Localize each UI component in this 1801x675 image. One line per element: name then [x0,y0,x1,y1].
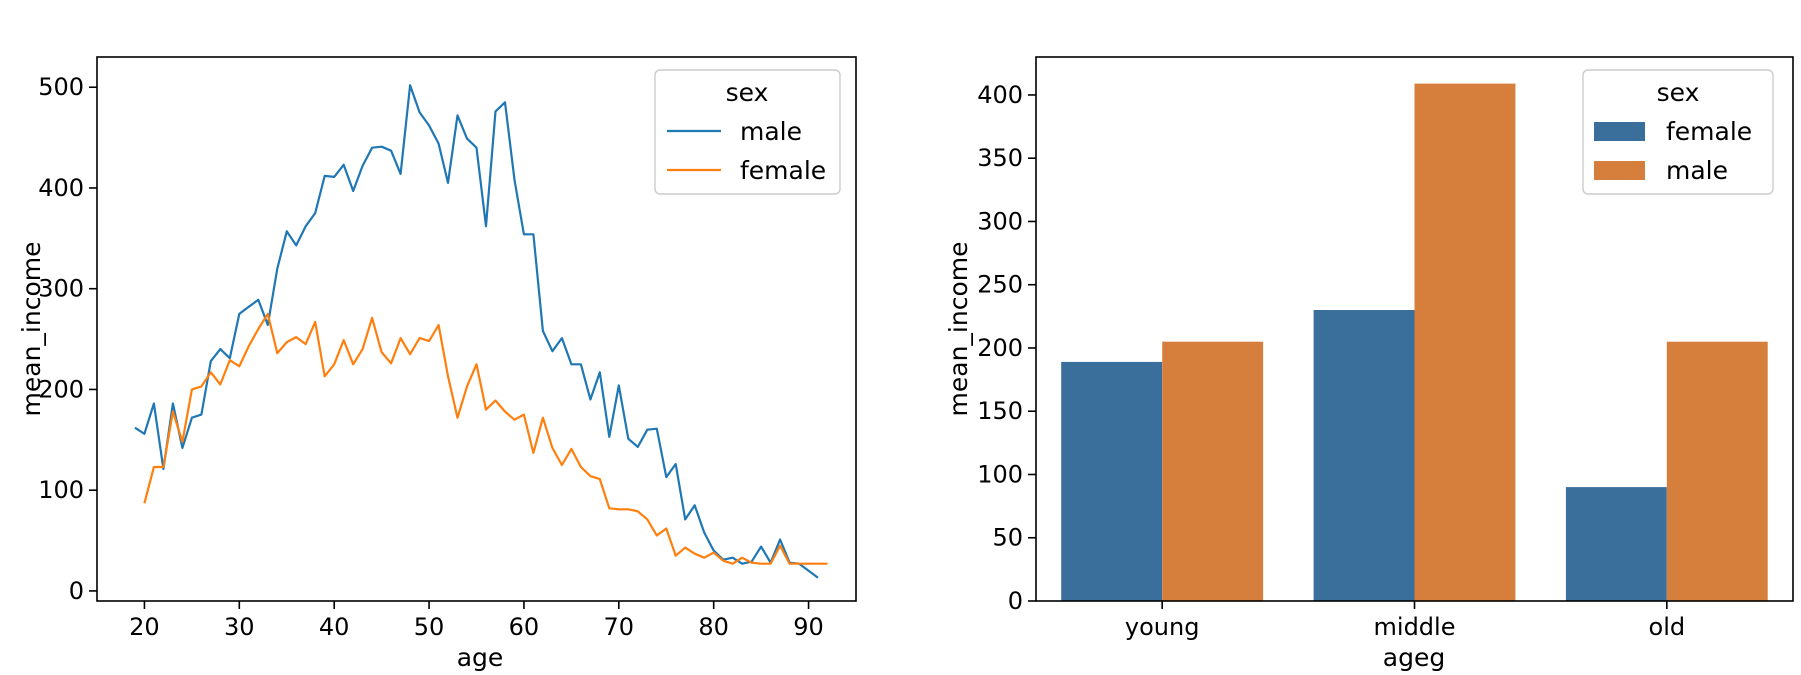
legend-swatch-male [1594,161,1645,180]
y-tick-label: 150 [977,397,1023,425]
x-tick-label: 80 [698,613,729,641]
y-tick-label: 100 [38,476,84,504]
bar-young-female [1061,361,1163,601]
line-chart-legend: sex male female [654,69,841,195]
x-tick-label: 30 [224,613,255,641]
x-tick-label: middle [1374,613,1456,641]
line-chart-legend-box [654,69,841,195]
x-tick-label: old [1649,613,1686,641]
bar-young-male [1162,341,1264,601]
y-tick-label: 200 [977,334,1023,362]
legend-label-male: male [740,117,802,146]
y-tick-label: 200 [38,375,84,403]
x-tick-label: 40 [319,613,350,641]
bar-chart-ylabel: mean_income [944,242,973,417]
bar-middle-male [1414,83,1516,602]
series-line-male [134,84,819,579]
x-tick-label: young [1125,613,1200,641]
y-tick-label: 400 [977,81,1023,109]
x-tick-label: 60 [509,613,540,641]
y-tick-label: 50 [992,524,1023,552]
x-tick-label: 20 [129,613,160,641]
line-chart: 20 30 40 50 60 70 80 90 0 100 200 300 400 500 age me… [17,56,857,672]
x-tick-label: 70 [604,613,635,641]
y-tick-label: 400 [38,174,84,202]
line-chart-ylabel: mean_income [17,242,46,417]
y-tick-label: 100 [977,460,1023,488]
line-chart-xlabel: age [457,643,504,672]
bar-chart-legend-title: sex [1657,78,1700,107]
bar-chart-xlabel: ageg [1383,643,1445,672]
line-chart-legend-title: sex [726,78,769,107]
series-line-female [143,312,828,565]
bar-middle-female [1313,310,1415,601]
legend-swatch-female [1594,122,1645,141]
legend-label-female: female [740,156,826,185]
x-tick-label: 50 [414,613,445,641]
y-tick-label: 250 [977,271,1023,299]
legend-label-female-bar: female [1666,117,1752,146]
y-tick-label: 0 [1008,587,1023,615]
bar-chart-legend: sex female male [1582,69,1774,195]
bar-chart: young middle old 050100150200250300350400 … [944,56,1794,672]
x-tick-label: 90 [793,613,824,641]
bar-old-female [1565,487,1667,601]
line-chart-frame [96,56,857,602]
bar-old-male [1666,341,1768,601]
y-tick-label: 300 [977,207,1023,235]
y-tick-label: 350 [977,144,1023,172]
y-tick-label: 0 [69,577,84,605]
legend-label-male-bar: male [1666,156,1728,185]
y-tick-label: 300 [38,275,84,303]
y-tick-label: 500 [38,73,84,101]
